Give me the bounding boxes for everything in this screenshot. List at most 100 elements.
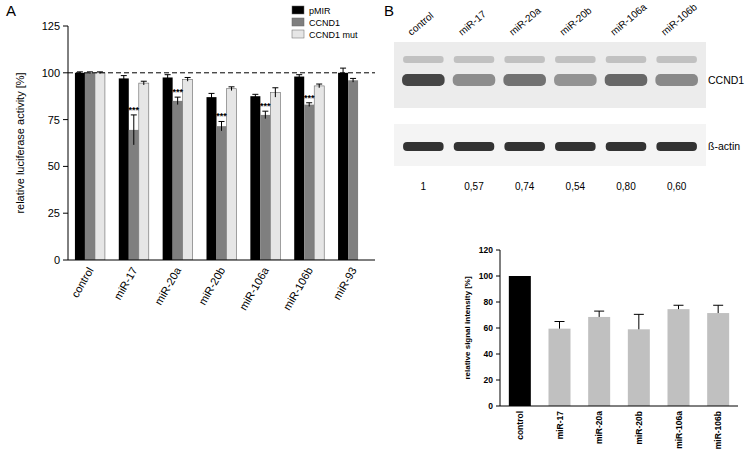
blot-band-faint [606,56,647,63]
significance: *** [172,87,183,97]
quantification-label: 1 [421,181,427,192]
x-axis [68,260,375,261]
y-tick [496,380,500,381]
bar [207,97,217,260]
error-bar [296,75,302,79]
blot-band [402,74,445,86]
blot-band-actin [606,142,647,151]
y-tick [496,250,500,251]
error-line [718,305,719,313]
error-cap [594,311,604,312]
y-axis-title: relative signal intensity [%] [463,276,472,379]
error-line [559,322,560,329]
error-cap [97,71,103,72]
error-bar [209,93,215,100]
legend-swatch [292,30,304,38]
x-tick-label: miR-20b [196,265,227,307]
significance: *** [260,101,271,111]
error-cap [229,86,235,87]
panel-label: B [384,2,394,19]
figure: AB0255075100125relative luciferase activ… [0,0,754,458]
bar [260,115,270,260]
bar [217,126,227,260]
error-bar [219,121,225,130]
bar [129,130,139,260]
x-tick-label: control [69,265,96,300]
bar [163,77,173,260]
error-bar [252,94,258,98]
error-bar [634,314,644,329]
y-axis [68,26,69,260]
error-cap [350,78,356,79]
x-tick-label: miR-106a [674,411,684,449]
y-tick [63,166,68,167]
x-tick-label: miR-20a [152,264,184,307]
bar [338,73,348,260]
error-cap [141,81,147,82]
error-line [299,75,300,79]
x-tick-label: miR-106b [713,411,723,449]
y-tick [496,328,500,329]
blot-band-faint [504,56,545,63]
y-tick-label: 50 [48,160,60,172]
x-tick-label: miR-106a [237,264,272,312]
quantification-label: 0,54 [566,181,586,192]
error-line [255,94,256,98]
blot-membrane [394,124,706,166]
error-cap [340,68,346,69]
lane-label: miR-20b [558,5,594,38]
error-line [187,77,188,81]
error-bar [229,87,235,91]
quantification-label: 0,57 [464,181,484,192]
y-tick [496,302,500,303]
y-axis [500,250,501,406]
bar [549,329,571,406]
bar [588,317,610,406]
error-bar [165,75,171,81]
bar [139,83,149,260]
blot-band-actin [555,142,596,151]
error-bar [555,322,565,329]
error-line [123,76,124,82]
error-cap [121,75,127,76]
error-line [221,121,222,130]
x-tick-label: miR-20b [634,411,644,445]
x-tick-label: miR-106b [281,265,315,312]
y-tick [496,354,500,355]
blot-band-faint [454,56,495,63]
x-tick-label: miR-93 [331,265,359,302]
panel-label: A [6,2,16,19]
blot-band-actin [403,142,444,151]
error-line [309,103,310,107]
error-cap [87,71,93,72]
error-line [275,88,276,97]
bar [173,101,183,260]
bar [628,329,650,406]
bar [707,313,729,406]
y-tick [63,213,68,214]
y-tick-label: 100 [42,67,60,79]
error-line [265,111,266,118]
plot-area [68,68,375,260]
legend-label: pMIR [309,6,331,16]
error-line [353,78,354,82]
error-line [211,93,212,100]
y-tick [496,276,500,277]
bar [314,86,324,260]
bar [227,89,237,260]
y-tick-label: 0 [488,401,493,411]
error-line [143,81,144,85]
lane-label: miR-20a [507,5,543,38]
error-bar [306,103,312,107]
lane-label: control [406,10,436,38]
legend-swatch [292,6,304,14]
quantification-label: 0,74 [515,181,535,192]
bar [95,73,105,260]
legend-swatch [292,18,304,26]
y-tick [63,260,68,261]
bar [119,78,129,260]
error-cap [296,74,302,75]
bar [75,73,85,260]
y-tick [63,119,68,120]
y-tick-label: 0 [54,254,60,266]
